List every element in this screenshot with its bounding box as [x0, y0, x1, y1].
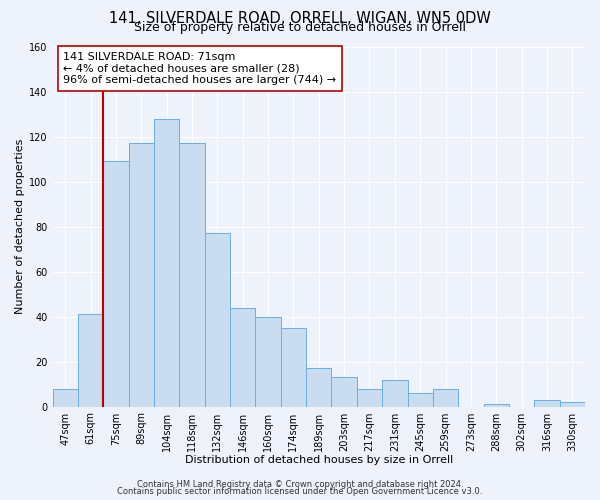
Bar	[53, 388, 78, 406]
Bar	[78, 314, 103, 406]
Text: Size of property relative to detached houses in Orrell: Size of property relative to detached ho…	[134, 22, 466, 35]
Bar	[179, 144, 205, 406]
Bar	[256, 316, 281, 406]
Text: Contains HM Land Registry data © Crown copyright and database right 2024.: Contains HM Land Registry data © Crown c…	[137, 480, 463, 489]
Bar	[154, 118, 179, 406]
Bar	[534, 400, 560, 406]
X-axis label: Distribution of detached houses by size in Orrell: Distribution of detached houses by size …	[185, 455, 453, 465]
Bar	[407, 393, 433, 406]
Bar	[357, 388, 382, 406]
Bar	[103, 162, 128, 406]
Text: 141 SILVERDALE ROAD: 71sqm
← 4% of detached houses are smaller (28)
96% of semi-: 141 SILVERDALE ROAD: 71sqm ← 4% of detac…	[63, 52, 337, 85]
Bar	[128, 144, 154, 406]
Text: Contains public sector information licensed under the Open Government Licence v3: Contains public sector information licen…	[118, 487, 482, 496]
Bar	[306, 368, 331, 406]
Bar	[382, 380, 407, 406]
Y-axis label: Number of detached properties: Number of detached properties	[15, 139, 25, 314]
Bar	[230, 308, 256, 406]
Bar	[560, 402, 585, 406]
Bar	[433, 388, 458, 406]
Bar	[205, 234, 230, 406]
Bar	[331, 378, 357, 406]
Text: 141, SILVERDALE ROAD, ORRELL, WIGAN, WN5 0DW: 141, SILVERDALE ROAD, ORRELL, WIGAN, WN5…	[109, 11, 491, 26]
Bar	[281, 328, 306, 406]
Bar	[484, 404, 509, 406]
